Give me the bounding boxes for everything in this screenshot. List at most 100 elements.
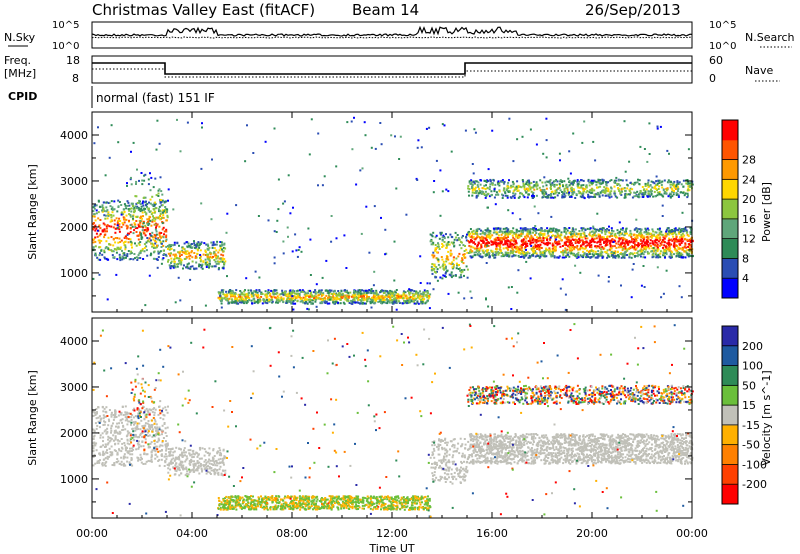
heatmap-cell	[421, 300, 424, 303]
heatmap-cell	[651, 250, 654, 253]
heatmap-cell	[353, 298, 356, 301]
heatmap-cell	[122, 241, 125, 244]
heatmap-cell	[566, 229, 569, 232]
heatmap-cell	[579, 236, 582, 239]
heatmap-cell	[491, 250, 494, 253]
heatmap-cell	[92, 248, 95, 251]
heatmap-cell	[590, 256, 593, 258]
heatmap-cell	[230, 298, 233, 301]
heatmap-cell	[680, 183, 683, 186]
heatmap-cell	[476, 236, 479, 239]
heatmap-cell	[508, 179, 510, 182]
heatmap-cell	[647, 181, 650, 184]
heatmap-cell	[209, 256, 212, 258]
heatmap-cell	[554, 189, 557, 192]
heatmap-cell	[158, 188, 161, 191]
heatmap-cell	[633, 255, 636, 258]
heatmap-cell	[520, 229, 523, 232]
heatmap-cell	[617, 183, 620, 186]
heatmap-cell	[344, 290, 347, 293]
heatmap-cell	[105, 225, 108, 228]
heatmap-cell	[285, 294, 288, 297]
heatmap-cell	[645, 240, 648, 243]
heatmap-cell	[465, 265, 468, 268]
heatmap-cell	[252, 294, 255, 297]
heatmap-cell	[296, 294, 299, 297]
heatmap-cell	[566, 248, 569, 251]
heatmap-cell	[624, 230, 627, 233]
heatmap-cell	[606, 243, 609, 246]
heatmap-cell	[98, 246, 101, 249]
heatmap-cell	[560, 231, 563, 234]
heatmap-cell	[113, 200, 116, 203]
heatmap-cell	[103, 214, 106, 217]
heatmap-cell	[474, 180, 477, 183]
heatmap-cell	[578, 247, 581, 250]
heatmap-cell	[265, 296, 268, 299]
heatmap-cell	[534, 234, 537, 236]
heatmap-cell	[494, 254, 497, 257]
heatmap-cell	[269, 292, 272, 295]
heatmap-cell	[533, 184, 536, 187]
heatmap-cell	[610, 190, 613, 193]
heatmap-cell	[678, 181, 681, 184]
heatmap-cell	[687, 148, 690, 151]
heatmap-cell	[278, 293, 281, 296]
heatmap-cell	[336, 297, 339, 300]
heatmap-cell	[655, 239, 658, 241]
heatmap-cell	[441, 242, 444, 245]
heatmap-cell	[520, 233, 523, 235]
heatmap-cell	[420, 146, 423, 149]
heatmap-cell	[489, 236, 492, 238]
heatmap-cell	[384, 289, 387, 292]
heatmap-cell	[290, 291, 293, 294]
heatmap-cell	[687, 255, 690, 258]
heatmap-cell	[565, 255, 567, 258]
heatmap-cell	[677, 195, 680, 198]
heatmap-cell	[208, 266, 210, 269]
heatmap-cell	[187, 267, 190, 270]
heatmap-cell	[574, 228, 577, 231]
heatmap-cell	[392, 301, 395, 304]
heatmap-cell	[455, 257, 458, 260]
heatmap-cell	[172, 266, 175, 269]
heatmap-cell	[111, 206, 114, 209]
heatmap-cell	[526, 251, 529, 254]
heatmap-cell	[160, 236, 162, 239]
heatmap-cell	[336, 296, 339, 299]
heatmap-cell	[541, 251, 544, 254]
heatmap-cell	[399, 296, 402, 299]
heatmap-cell	[518, 248, 521, 251]
heatmap-cell	[371, 290, 374, 293]
heatmap-cell	[553, 184, 556, 187]
heatmap-cell	[439, 232, 442, 235]
heatmap-cell	[646, 227, 649, 230]
heatmap-cell	[573, 179, 576, 182]
heatmap-cell	[130, 202, 133, 205]
heatmap-cell	[356, 292, 359, 295]
heatmap-cell	[536, 254, 539, 257]
heatmap-cell	[137, 257, 140, 260]
heatmap-cell	[588, 251, 590, 253]
heatmap-cell	[338, 293, 341, 296]
heatmap-cell	[189, 265, 192, 268]
heatmap-cell	[657, 240, 660, 243]
heatmap-cell	[656, 236, 659, 239]
heatmap-cell	[563, 189, 566, 192]
heatmap-cell	[135, 183, 137, 185]
heatmap-cell	[300, 297, 303, 300]
heatmap-cell	[646, 236, 649, 239]
heatmap-cell	[529, 243, 532, 246]
heatmap-cell	[240, 298, 243, 301]
heatmap-cell	[451, 262, 454, 265]
heatmap-cell	[599, 241, 602, 244]
heatmap-cell	[529, 186, 532, 189]
heatmap-cell	[675, 192, 678, 195]
heatmap-cell	[535, 227, 537, 230]
heatmap-cell	[626, 249, 629, 252]
heatmap-cell	[525, 244, 528, 247]
heatmap-cell	[473, 188, 476, 190]
heatmap-cell	[389, 298, 392, 301]
heatmap-cell	[507, 236, 509, 238]
heatmap-cell	[477, 192, 480, 195]
